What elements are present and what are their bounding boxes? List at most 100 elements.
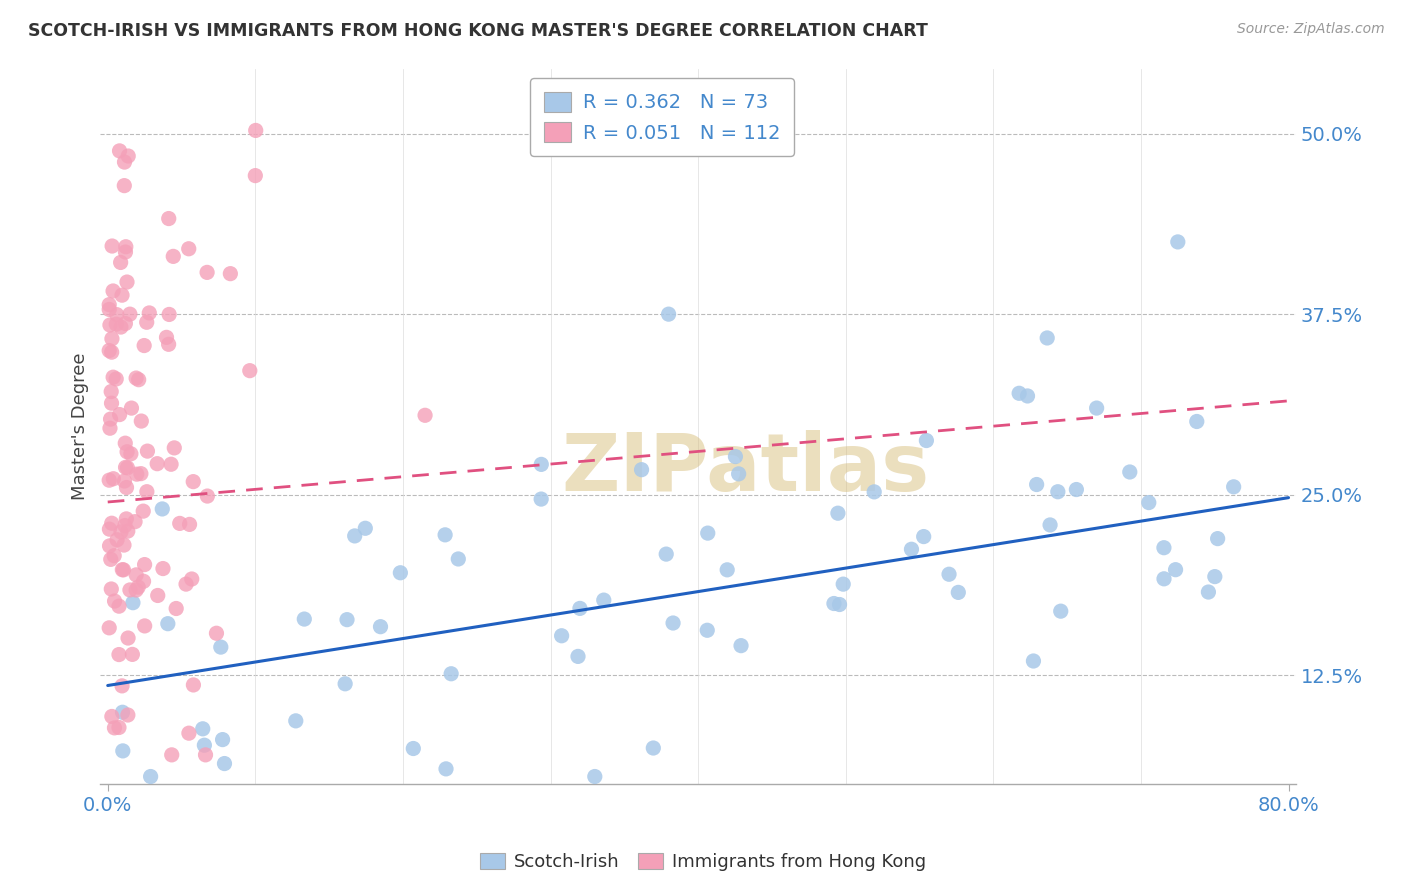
Point: [118, 582, 141, 597]
Point: [131, 414, 153, 428]
Point: [98, 302, 121, 317]
Point: [1206, 532, 1229, 546]
Point: [98, 539, 121, 553]
Point: [134, 619, 156, 633]
Point: [440, 666, 463, 681]
Point: [135, 484, 157, 499]
Point: [1204, 569, 1226, 583]
Point: [912, 530, 935, 544]
Point: [1046, 484, 1069, 499]
Point: [1137, 495, 1160, 509]
Point: [101, 284, 124, 298]
Point: [155, 330, 177, 344]
Point: [157, 308, 180, 322]
Point: [1119, 465, 1142, 479]
Point: [101, 370, 124, 384]
Text: SCOTCH-IRISH VS IMMIGRANTS FROM HONG KONG MASTER'S DEGREE CORRELATION CHART: SCOTCH-IRISH VS IMMIGRANTS FROM HONG KON…: [28, 22, 928, 40]
Point: [134, 558, 156, 572]
Point: [530, 492, 553, 507]
Point: [117, 149, 139, 163]
Point: [194, 747, 217, 762]
Point: [112, 178, 135, 193]
Point: [101, 332, 124, 346]
Point: [643, 741, 665, 756]
Point: [567, 649, 589, 664]
Point: [114, 245, 136, 260]
Point: [103, 549, 125, 563]
Point: [103, 594, 125, 608]
Point: [125, 371, 148, 385]
Point: [114, 317, 136, 331]
Point: [139, 770, 162, 784]
Point: [214, 756, 236, 771]
Point: [103, 472, 125, 486]
Point: [655, 547, 678, 561]
Point: [191, 722, 214, 736]
Point: [1017, 389, 1039, 403]
Point: [1049, 604, 1071, 618]
Point: [134, 338, 156, 352]
Point: [1153, 572, 1175, 586]
Point: [183, 678, 205, 692]
Point: [592, 593, 614, 607]
Point: [180, 572, 202, 586]
Point: [1036, 331, 1059, 345]
Point: [111, 705, 134, 719]
Point: [354, 521, 377, 535]
Point: [568, 601, 591, 615]
Point: [100, 552, 122, 566]
Point: [1008, 386, 1031, 401]
Point: [370, 620, 392, 634]
Point: [174, 577, 197, 591]
Point: [163, 441, 186, 455]
Point: [724, 450, 747, 464]
Point: [434, 528, 457, 542]
Point: [828, 598, 851, 612]
Point: [103, 721, 125, 735]
Point: [110, 255, 132, 269]
Point: [1022, 654, 1045, 668]
Point: [1039, 518, 1062, 533]
Point: [128, 373, 150, 387]
Point: [1222, 480, 1244, 494]
Point: [165, 601, 187, 615]
Point: [1197, 585, 1219, 599]
Point: [630, 463, 652, 477]
Point: [696, 624, 718, 638]
Point: [730, 639, 752, 653]
Point: [117, 460, 139, 475]
Point: [98, 621, 121, 635]
Point: [112, 538, 135, 552]
Point: [121, 648, 143, 662]
Point: [111, 679, 134, 693]
Point: [122, 596, 145, 610]
Point: [111, 563, 134, 577]
Point: [111, 288, 134, 302]
Point: [115, 512, 138, 526]
Point: [162, 249, 184, 263]
Point: [115, 481, 138, 495]
Point: [98, 343, 121, 358]
Point: [98, 298, 121, 312]
Point: [195, 265, 218, 279]
Point: [108, 599, 131, 614]
Point: [118, 307, 141, 321]
Point: [662, 615, 685, 630]
Point: [132, 574, 155, 589]
Point: [105, 533, 128, 547]
Point: [125, 582, 148, 597]
Point: [114, 240, 136, 254]
Point: [138, 306, 160, 320]
Point: [1025, 477, 1047, 491]
Point: [160, 457, 183, 471]
Point: [100, 345, 122, 359]
Point: [292, 612, 315, 626]
Point: [160, 747, 183, 762]
Point: [136, 444, 159, 458]
Point: [114, 436, 136, 450]
Point: [110, 320, 132, 334]
Point: [195, 489, 218, 503]
Point: [245, 123, 267, 137]
Point: [112, 563, 135, 577]
Point: [108, 144, 131, 158]
